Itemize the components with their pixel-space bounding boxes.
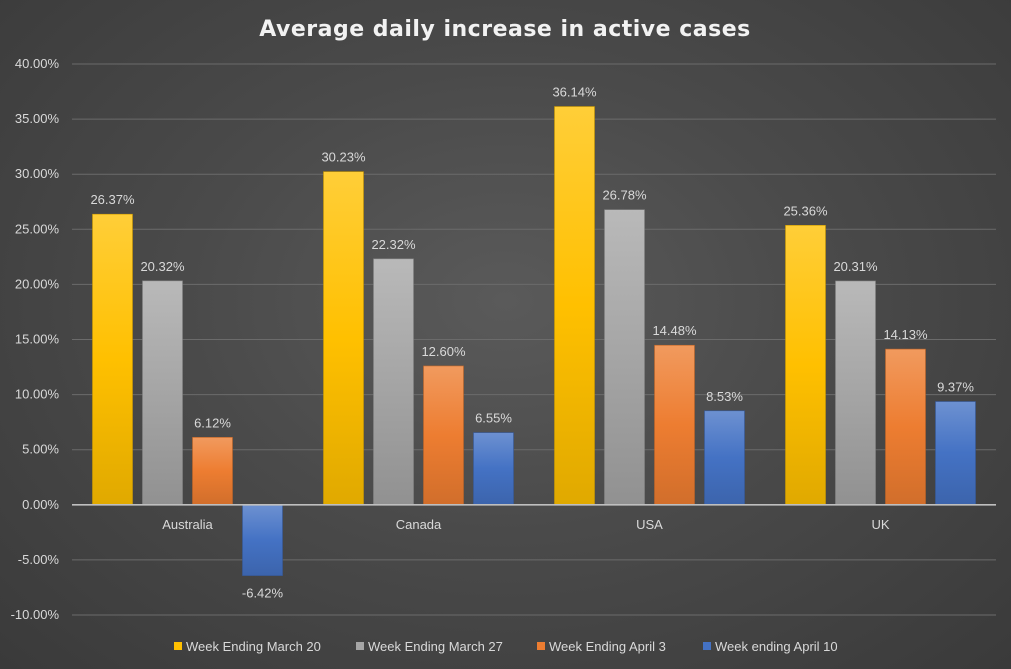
data-label-australia-week-ending-march-27: 20.32% <box>140 259 185 274</box>
data-label-uk-week-ending-april-10: 9.37% <box>937 380 974 395</box>
bar-uk-week-ending-april-10 <box>935 401 976 506</box>
bar-usa-week-ending-april-3 <box>654 344 695 506</box>
category-label-uk: UK <box>871 517 889 532</box>
data-label-uk-week-ending-march-20: 25.36% <box>783 203 828 218</box>
y-tick-label: 15.00% <box>15 332 60 347</box>
data-label-usa-week-ending-april-10: 8.53% <box>706 389 743 404</box>
legend-swatch-week-ending-april-10 <box>703 642 711 650</box>
y-tick-label: 0.00% <box>22 497 59 512</box>
data-label-canada-week-ending-march-27: 22.32% <box>371 237 416 252</box>
legend: Week Ending March 20 Week Ending March 27… <box>174 639 838 654</box>
bar-uk-week-ending-march-20 <box>785 225 826 506</box>
data-label-usa-week-ending-april-3: 14.48% <box>652 323 697 338</box>
bar-usa-week-ending-march-20 <box>554 106 595 506</box>
bar-canada-week-ending-march-20 <box>323 171 364 506</box>
y-tick-label: 25.00% <box>15 221 60 236</box>
category-label-australia: Australia <box>162 517 213 532</box>
bar-australia-week-ending-april-10 <box>242 504 283 576</box>
legend-label-week-ending-april-10: Week ending April 10 <box>715 639 838 654</box>
category-label-canada: Canada <box>396 517 442 532</box>
bar-usa-week-ending-april-10 <box>704 410 745 506</box>
y-tick-label: -10.00% <box>11 607 60 622</box>
legend-label-week-ending-april-3: Week Ending April 3 <box>549 639 666 654</box>
y-tick-label: 20.00% <box>15 276 60 291</box>
legend-swatch-week-ending-april-3 <box>537 642 545 650</box>
legend-swatch-week-ending-march-20 <box>174 642 182 650</box>
y-axis-ticks: 40.00% 35.00% 30.00% 25.00% 20.00% 15.00% 10.0… <box>11 56 60 622</box>
data-label-australia-week-ending-april-10: -6.42% <box>242 586 284 601</box>
data-label-canada-week-ending-april-10: 6.55% <box>475 411 512 426</box>
y-tick-label: 5.00% <box>22 442 59 457</box>
data-label-uk-week-ending-april-3: 14.13% <box>883 327 928 342</box>
bar-australia-week-ending-april-3 <box>192 437 233 506</box>
bar-usa-week-ending-march-27 <box>604 209 645 506</box>
y-tick-label: 35.00% <box>15 111 60 126</box>
legend-label-week-ending-march-20: Week Ending March 20 <box>186 639 321 654</box>
bar-canada-week-ending-march-27 <box>373 258 414 506</box>
bar-uk-week-ending-march-27 <box>835 280 876 506</box>
data-label-usa-week-ending-march-20: 36.14% <box>552 85 597 100</box>
legend-label-week-ending-march-27: Week Ending March 27 <box>368 639 503 654</box>
data-labels: 26.37% 30.23% 36.14% 25.36% 20.32% 22.32% 26.7… <box>90 85 974 601</box>
y-tick-label: 40.00% <box>15 56 60 71</box>
data-label-australia-week-ending-march-20: 26.37% <box>90 192 135 207</box>
data-label-canada-week-ending-april-3: 12.60% <box>421 344 466 359</box>
data-label-canada-week-ending-march-20: 30.23% <box>321 150 366 165</box>
data-label-australia-week-ending-april-3: 6.12% <box>194 415 231 430</box>
data-label-usa-week-ending-march-27: 26.78% <box>602 188 647 203</box>
y-tick-label: 30.00% <box>15 166 60 181</box>
y-tick-label: -5.00% <box>18 552 60 567</box>
bar-australia-week-ending-march-20 <box>92 213 133 506</box>
chart-title: Average daily increase in active cases <box>259 17 750 42</box>
bar-canada-week-ending-april-3 <box>423 365 464 506</box>
category-labels: Australia Canada USA UK <box>162 517 890 532</box>
data-label-uk-week-ending-march-27: 20.31% <box>833 259 878 274</box>
bar-uk-week-ending-april-3 <box>885 348 926 506</box>
y-tick-label: 10.00% <box>15 387 60 402</box>
legend-swatch-week-ending-march-27 <box>356 642 364 650</box>
category-label-usa: USA <box>636 517 663 532</box>
bar-australia-week-ending-march-27 <box>142 280 183 506</box>
gridlines <box>72 63 996 616</box>
bar-canada-week-ending-april-10 <box>473 432 514 506</box>
